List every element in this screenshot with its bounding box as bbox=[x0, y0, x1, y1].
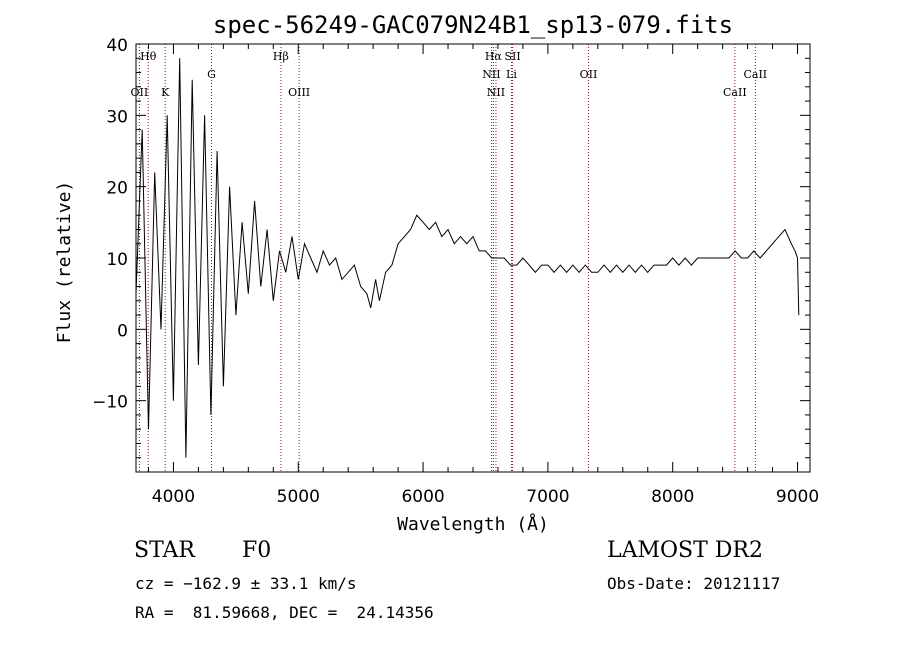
y-tick-label: −10 bbox=[92, 393, 128, 413]
y-tick-label: 10 bbox=[106, 250, 128, 270]
redshift-text: cz = −162.9 ± 33.1 km/s bbox=[135, 574, 357, 593]
spectral-line-label: Li bbox=[506, 68, 517, 81]
spectral-line-label: G bbox=[207, 68, 216, 81]
y-tick-label: 30 bbox=[106, 107, 128, 127]
spectral-line-label: OII bbox=[131, 86, 149, 99]
coordinates-text: RA = 81.59668, DEC = 24.14356 bbox=[135, 603, 434, 622]
spectral-line-label: Hα bbox=[485, 50, 503, 63]
spectrum-line bbox=[135, 58, 800, 458]
spectral-line-label: NII bbox=[482, 68, 500, 81]
x-tick-label: 4000 bbox=[152, 487, 195, 507]
spectral-line-markers bbox=[138, 44, 756, 472]
x-tick-label: 6000 bbox=[401, 487, 444, 507]
spectral-line-label: NII bbox=[487, 86, 505, 99]
object-subclass: F0 bbox=[242, 538, 272, 563]
y-axis: −10 0 10 20 30 40 bbox=[92, 36, 810, 459]
obs-date: Obs-Date: 20121117 bbox=[607, 574, 781, 593]
x-tick-label: 8000 bbox=[651, 487, 694, 507]
survey-label: LAMOST DR2 bbox=[607, 538, 763, 563]
object-class: STAR bbox=[134, 538, 195, 563]
y-tick-label: 20 bbox=[106, 179, 128, 199]
x-axis-label: Wavelength (Å) bbox=[397, 513, 549, 535]
x-tick-label: 7000 bbox=[526, 487, 569, 507]
spectral-line-label: OIII bbox=[288, 86, 310, 99]
spectral-line-labels: OII Hθ K G Hβ OIII Hα NII NII SII Li OII CaII CaII bbox=[131, 50, 768, 99]
spectral-line-label: SII bbox=[504, 50, 520, 63]
y-axis-label: Flux (relative) bbox=[54, 181, 75, 344]
y-tick-label: 40 bbox=[106, 36, 128, 56]
x-tick-label: 9000 bbox=[776, 487, 819, 507]
y-tick-label: 0 bbox=[117, 321, 128, 341]
spectral-line-label: CaII bbox=[723, 86, 747, 99]
spectral-line-label: Hβ bbox=[273, 50, 289, 63]
spectral-line-label: OII bbox=[580, 68, 598, 81]
x-tick-label: 5000 bbox=[277, 487, 320, 507]
spectral-line-label: K bbox=[161, 86, 170, 99]
chart-title: spec-56249-GAC079N24B1_sp13-079.fits bbox=[213, 11, 733, 39]
spectral-line-label: CaII bbox=[743, 68, 767, 81]
x-axis: 4000 5000 6000 7000 8000 9000 bbox=[147, 44, 819, 507]
spectral-line-label: Hθ bbox=[140, 50, 157, 63]
